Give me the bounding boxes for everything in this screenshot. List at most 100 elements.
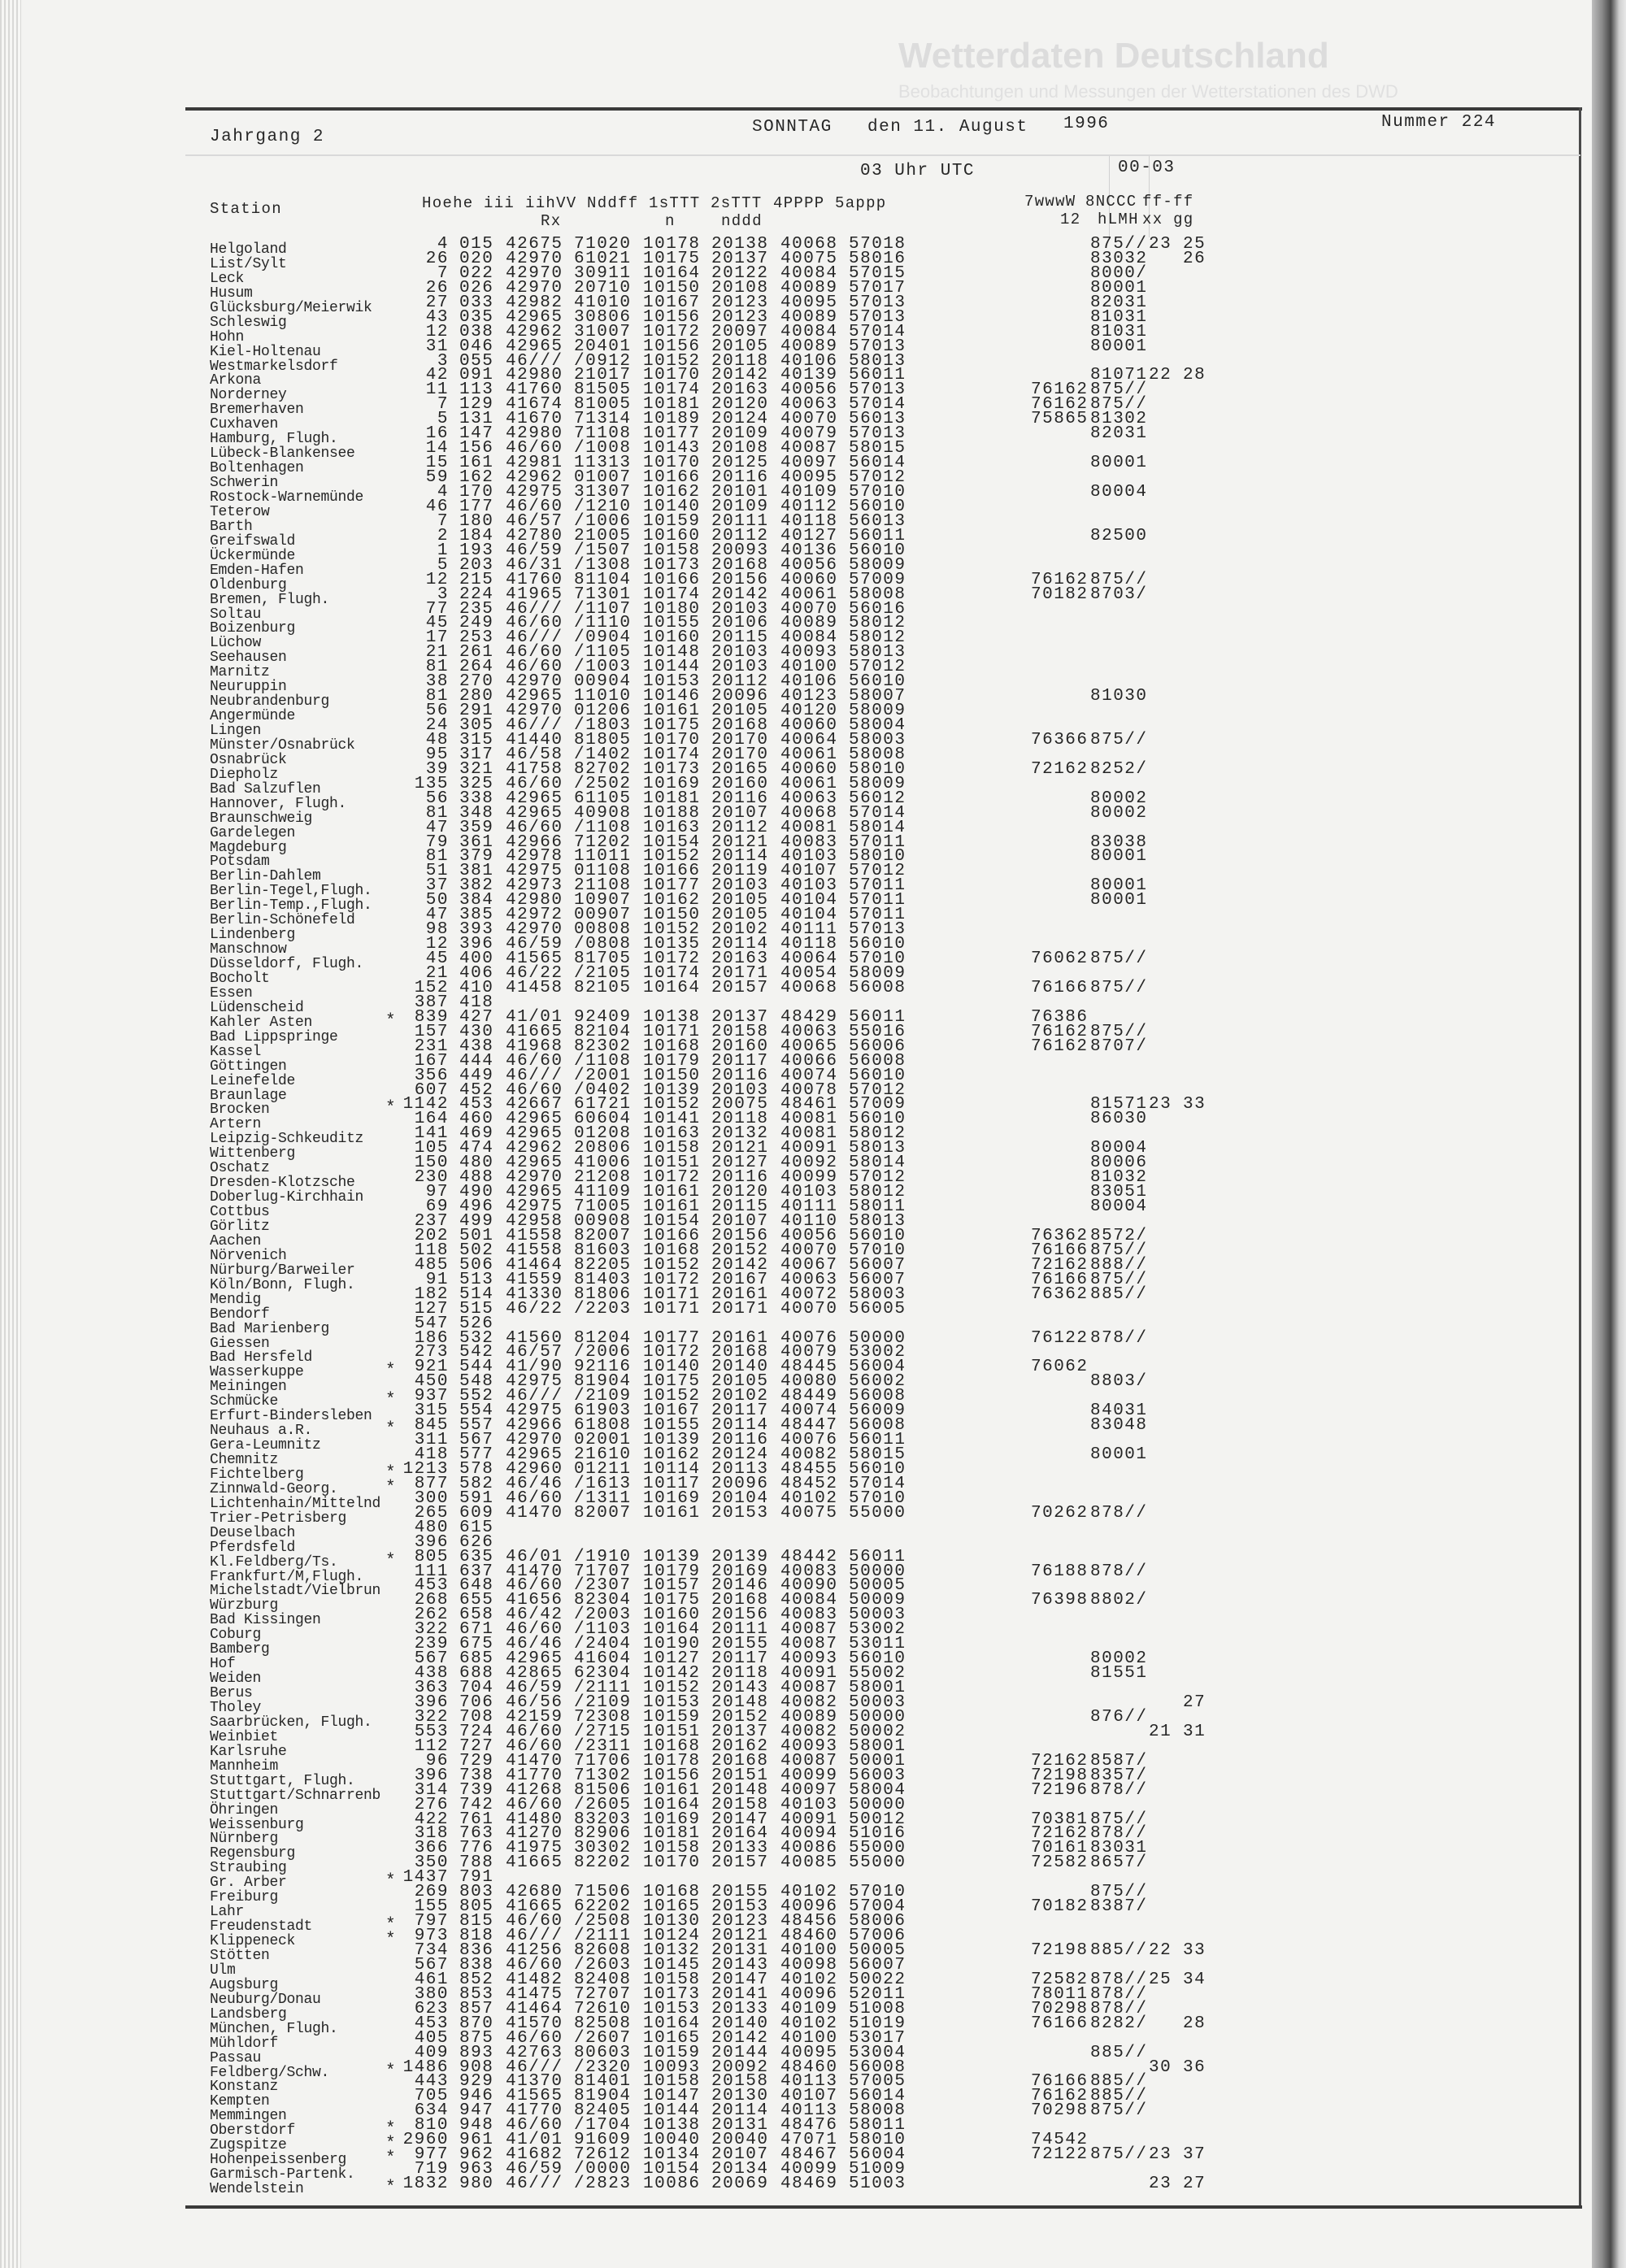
2sttt-value: 20105	[711, 337, 769, 356]
nddff-value: 81805	[574, 730, 632, 749]
1sttt-value: 10181	[643, 789, 701, 808]
hoehe-value: 269	[414, 1883, 449, 1902]
1sttt-value: 10124	[643, 1927, 701, 1946]
8nccc-value: 80001	[1090, 337, 1148, 356]
table-row: Lüchow 17 253 46/// /0904 10160 20115 40084 5801…	[0, 628, 1580, 650]
4pppp-value: 40068	[780, 978, 838, 997]
8nccc-value: 80004	[1090, 482, 1148, 502]
iii-value: 763	[459, 1824, 494, 1844]
iihvv-value: 46/60	[506, 643, 563, 663]
1sttt-value: 10138	[643, 1007, 701, 1027]
8nccc-value: 80001	[1090, 1445, 1148, 1465]
station-name: Pferdsfeld	[210, 1539, 296, 1556]
table-row: Augsburg 461 852 41482 82408 10158 20147 40102 5…	[0, 1970, 1580, 1992]
table-row: Lahr 155 805 41665 62202 10165 20153 40096 57004…	[0, 1897, 1580, 1919]
8nccc-value: 8387/	[1090, 1897, 1148, 1917]
5appp-value: 56002	[849, 1372, 906, 1392]
hoehe-value: 810	[414, 2116, 449, 2135]
ff-gg-value: 36	[1183, 2057, 1206, 2077]
station-name: Augsburg	[210, 1976, 279, 1993]
1sttt-value: 10152	[643, 351, 701, 371]
hoehe-value: 26	[425, 249, 449, 268]
iihvv-value: 42970	[506, 920, 563, 940]
2sttt-value: 20156	[711, 1226, 769, 1245]
1sttt-value: 10164	[643, 2014, 701, 2033]
hoehe-value: 937	[414, 1387, 449, 1406]
hoehe-value: 607	[414, 1080, 449, 1100]
table-row: Leipzig-Schkeuditz 141 469 42965 01208 10163 2…	[0, 1125, 1580, 1146]
station-name: Stötten	[210, 1947, 270, 1964]
5appp-value: 58012	[849, 1183, 906, 1202]
8nccc-value: 878//	[1090, 1780, 1148, 1800]
hoehe-value: 105	[414, 1139, 449, 1158]
7wwww-value: 76162	[1031, 1022, 1089, 1041]
2sttt-value: 20148	[711, 1780, 769, 1800]
station-name: Lüchow	[210, 635, 262, 652]
8nccc-value: 875//	[1090, 570, 1148, 589]
1sttt-value: 10178	[643, 1751, 701, 1771]
table-row: Meiningen 450 548 42975 81904 10175 20105 40080…	[0, 1372, 1580, 1394]
5appp-value: 58008	[849, 584, 906, 604]
4pppp-value: 40082	[780, 1693, 838, 1712]
iihvv-value: 41560	[506, 1328, 563, 1348]
high-station-marker: *	[385, 1463, 398, 1483]
hoehe-value: 5	[437, 555, 449, 575]
iihvv-value: 41758	[506, 759, 563, 779]
hoehe-value: 1	[437, 541, 449, 560]
4pppp-value: 40070	[780, 1240, 838, 1260]
iihvv-value: 42966	[506, 832, 563, 852]
5appp-value: 57005	[849, 2072, 906, 2092]
nddff-value: /1003	[574, 658, 632, 677]
nddff-value: 82408	[574, 1970, 632, 1989]
station-name: Kahler Asten	[210, 1014, 313, 1031]
table-row: Wasserkuppe * 921 544 41/90 92116 10140 20140 48…	[0, 1358, 1580, 1379]
2sttt-value: 20123	[711, 293, 769, 312]
iii-value: 020	[459, 249, 494, 268]
iii-value: 496	[459, 1197, 494, 1217]
hoehe-value: 150	[414, 1154, 449, 1173]
8nccc-value: 8572/	[1090, 1226, 1148, 1245]
station-name: Berlin-Schönefeld	[210, 912, 355, 929]
nddff-value: 81904	[574, 1372, 632, 1392]
ff-xx-value: 22	[1149, 1940, 1172, 1960]
table-row: Freudenstadt * 797 815 46/60/2508 10130 20123 4…	[0, 1913, 1580, 1934]
5appp-value: 58011	[849, 2116, 906, 2135]
station-name: Freiburg	[210, 1889, 279, 1906]
station-name: Brocken	[210, 1101, 270, 1119]
table-row: Bad Kissingen 262 658 46/42/2003 10160 20156 4…	[0, 1606, 1580, 1627]
2sttt-value: 20118	[711, 1664, 769, 1684]
2sttt-value: 20143	[711, 1679, 769, 1698]
nddff-value: 82405	[574, 2101, 632, 2121]
4pppp-value: 40070	[780, 410, 838, 429]
1sttt-value: 10158	[643, 2072, 701, 2092]
iihvv-value: 42965	[506, 1154, 563, 1173]
5appp-value: 58003	[849, 1284, 906, 1304]
hoehe-value: 973	[414, 1927, 449, 1946]
hoehe-value: 12	[425, 570, 449, 589]
4pppp-value: 40100	[780, 2028, 838, 2048]
table-row: Dresden-Klotzsche 230 488 42970 21208 10172 20…	[0, 1169, 1580, 1190]
2sttt-value: 20168	[711, 1751, 769, 1771]
nddff-value: /1107	[574, 599, 632, 619]
1sttt-value: 10159	[643, 2043, 701, 2062]
5appp-value: 57014	[849, 322, 906, 341]
table-row: Bremerhaven 7 129 41674 81005 10181 20120 40063…	[0, 396, 1580, 417]
table-row: Mannheim 96 729 41470 71706 10178 20168 40087 50…	[0, 1751, 1580, 1774]
iii-value: 427	[459, 1007, 494, 1027]
hoehe-value: 453	[414, 2014, 449, 2033]
7wwww-value: 75865	[1031, 410, 1089, 429]
2sttt-value: 20140	[711, 1358, 769, 1377]
2sttt-value: 20103	[711, 1080, 769, 1100]
nddff-value: /2311	[574, 1736, 632, 1756]
hoehe-value: 1486	[402, 2057, 449, 2077]
iihvv-value: 41464	[506, 1255, 563, 1275]
1sttt-value: 10167	[643, 293, 701, 312]
8nccc-value: 875//	[1090, 1883, 1148, 1902]
column-header-2sttt: 2sTTT	[711, 194, 763, 212]
5appp-value: 58009	[849, 702, 906, 721]
table-row: Emden-Hafen 5 203 46/31/1308 10173 20168 40056…	[0, 555, 1580, 578]
4pppp-value: 40084	[780, 628, 838, 648]
iii-value: 609	[459, 1503, 494, 1523]
iii-value: 582	[459, 1474, 494, 1493]
station-name: Frankfurt/M,Flugh.	[210, 1568, 364, 1585]
